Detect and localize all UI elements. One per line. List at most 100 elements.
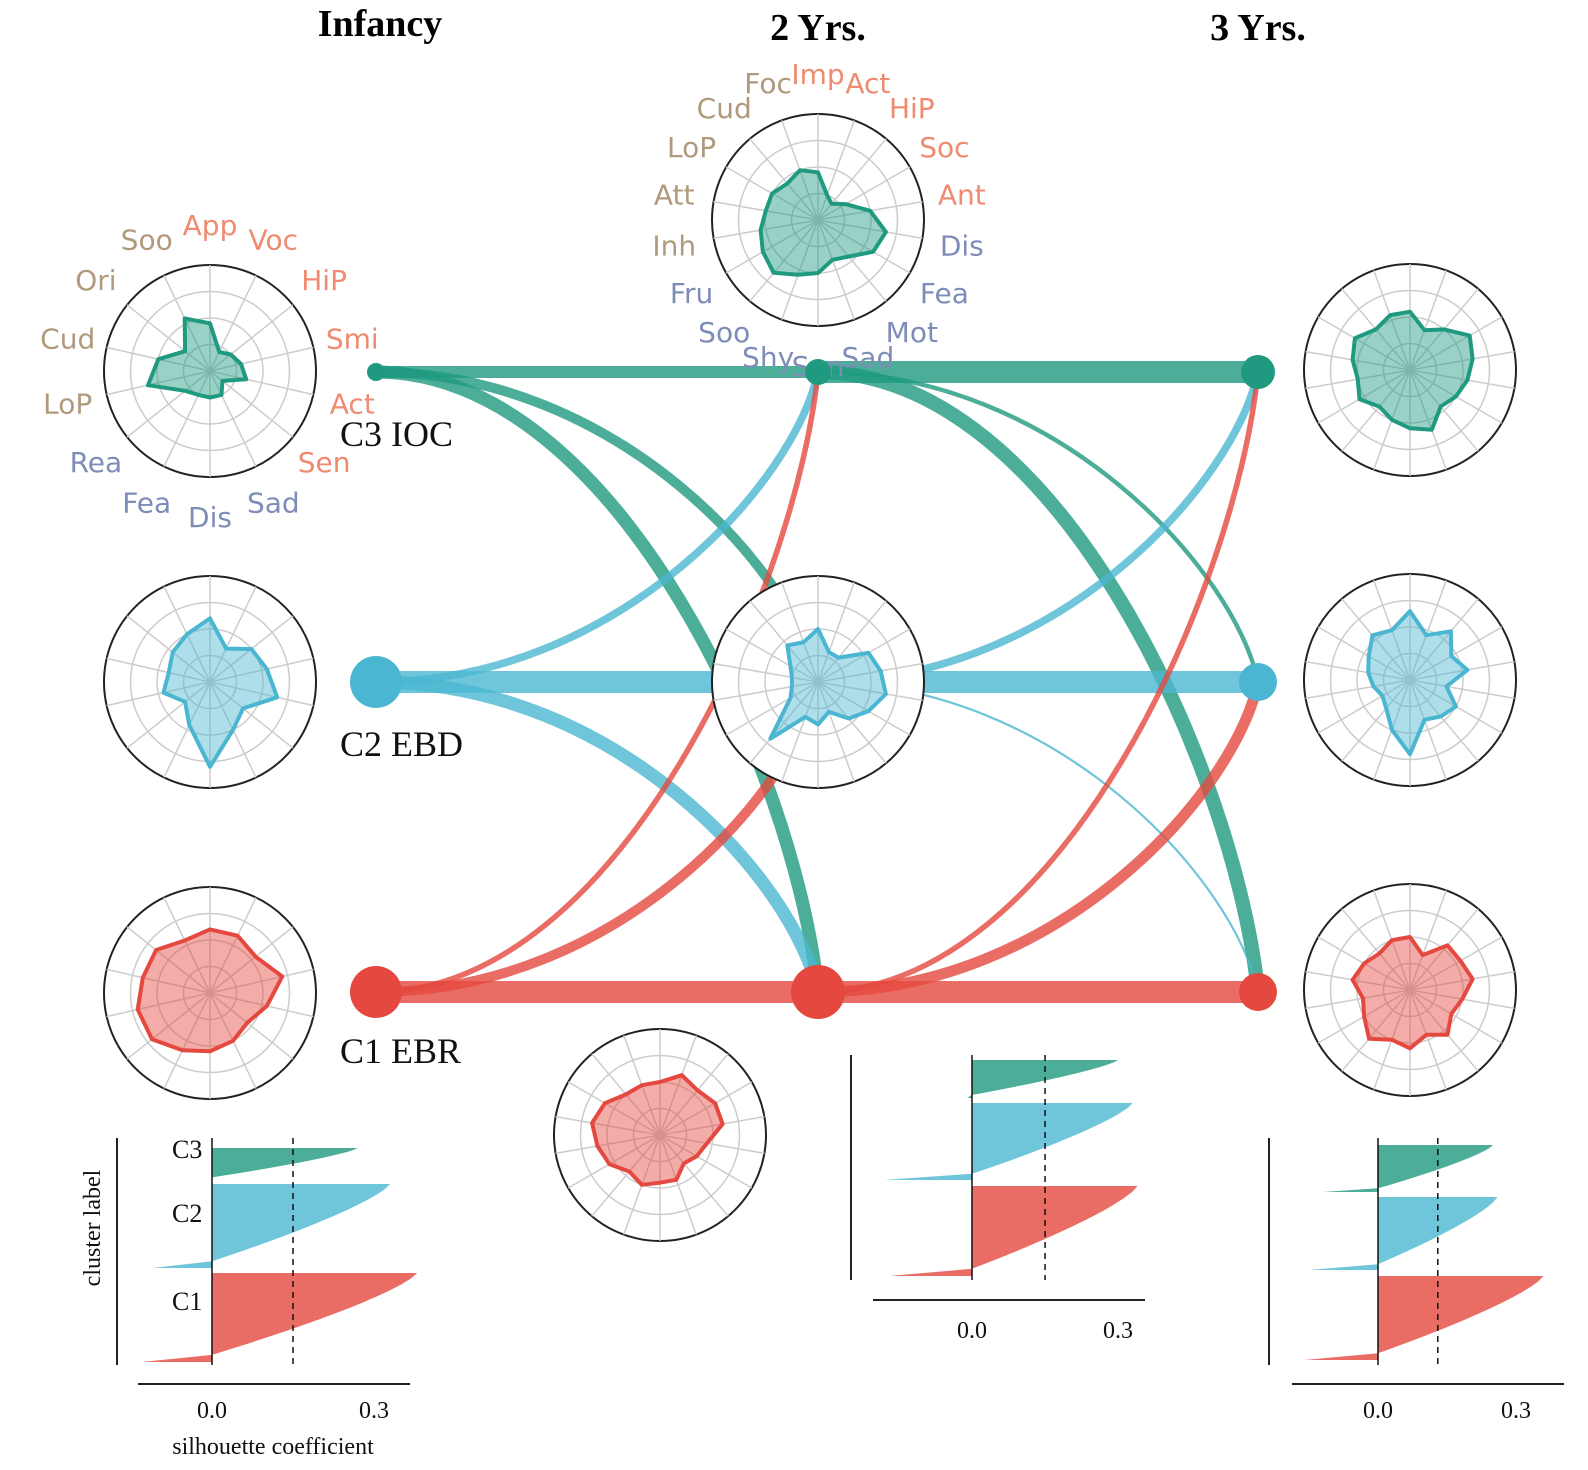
node-y2-C3 (805, 359, 831, 385)
node-y3-C2 (1239, 663, 1277, 701)
radar-infancy-c3-axis-label-cud: Cud (40, 323, 95, 356)
radar-y2-c3-axis-label-att: Att (654, 179, 695, 212)
silhouette-plots (116, 1055, 1564, 1385)
radar-y3-c3-spoke-15 (1317, 316, 1411, 371)
radar-y2-c3-axis-label-inh: Inh (652, 229, 696, 262)
radar-y2-c1-spoke-2 (659, 1053, 729, 1136)
radar-infancy-c3-axis-label-sen: Sen (298, 446, 351, 479)
radar-y3-c1-spoke-11 (1341, 989, 1411, 1072)
radar-y2-c1-spoke-13 (555, 1134, 661, 1155)
radar-y3-c2-spoke-5 (1409, 679, 1515, 700)
radar-y2-c3-axis-label-fea: Fea (920, 277, 969, 310)
radar-y3-c1-spoke-2 (1409, 908, 1479, 991)
radar-y3-c2-spoke-12 (1317, 679, 1411, 734)
radar-infancy-c3-spoke-8 (163, 370, 211, 467)
radar-infancy-c1-spoke-10 (106, 992, 211, 1018)
radar-y3-c3-spoke-5 (1409, 369, 1515, 390)
radar-infancy-c1-profile (135, 927, 285, 1054)
silhouette-y2 (850, 1055, 1145, 1301)
infancy-xtick-0: 0.0 (197, 1398, 227, 1424)
radar-y2-c3: ImpActHiPSocAntDisFeaMotSadSenShySooFruI… (652, 58, 985, 383)
radar-y2-c3-axis-label-soo: Soo (698, 316, 750, 349)
radar-y2-c3-axis-label-mot: Mot (886, 316, 938, 349)
radar-infancy-c3-axis-label-dis: Dis (188, 501, 232, 534)
radar-y2-c3-spoke-7 (817, 219, 887, 302)
radar-y2-c1-spoke-15 (567, 1081, 661, 1136)
radar-y2-c3-axis-label-act: Act (845, 67, 890, 100)
radar-infancy-c3-axis-label-sad: Sad (247, 487, 300, 520)
node-y3-C1 (1239, 973, 1277, 1011)
radar-y2-c1-spoke-6 (659, 1134, 753, 1189)
silhouette-y3 (1268, 1138, 1564, 1385)
y2-xtick-03: 0.3 (1103, 1318, 1133, 1344)
radar-infancy-c1-spoke-2 (209, 926, 294, 994)
radar-y3-c3-spoke-14 (1305, 350, 1411, 371)
radar-y2-c3-axis-label-hip: HiP (889, 92, 935, 125)
radar-charts: App VocHiPSmiActSenSadDisFeaReaLoPCudOriS… (40, 58, 1517, 1242)
radar-y2-c2-spoke-11 (749, 681, 819, 764)
link-y2-C3-to-y3-C2 (815, 369, 1261, 685)
radar-infancy-c2-spoke-9 (126, 681, 211, 749)
radar-y2-c1-spoke-7 (659, 1134, 729, 1217)
radar-y2-c1-spoke-11 (591, 1134, 661, 1217)
radar-infancy-c3-axis-label-voc: Voc (249, 224, 299, 257)
radar-y3-c2-spoke-4 (1409, 660, 1515, 681)
radar-y2-c2-spoke-4 (817, 662, 923, 683)
radar-y3-c2-spoke-7 (1409, 679, 1479, 762)
radar-infancy-c2-profile (161, 616, 280, 769)
column-title-3yrs: 3 Yrs. (1210, 7, 1306, 49)
link-infancy-C2-to-y2-C3 (372, 368, 822, 686)
radar-infancy-c1-spoke-3 (209, 968, 314, 994)
radar-infancy-c3-axis-label-fea: Fea (122, 487, 171, 520)
cluster-label-c1: C1 EBR (340, 1031, 461, 1071)
radar-y2-c3-spoke-12 (725, 219, 819, 274)
radar-y3-c2-spoke-8 (1409, 679, 1447, 780)
radar-y2-c2-spoke-2 (817, 600, 887, 683)
radar-y3-c3-spoke-8 (1409, 369, 1447, 470)
radar-y2-c2-spoke-15 (725, 628, 819, 683)
silhouette-ylabel: cluster label (80, 1169, 106, 1286)
radar-infancy-c3-axis-label-hip: HiP (301, 264, 347, 297)
radar-infancy-c3-spoke-13 (163, 275, 211, 372)
radar-y2-c3-spoke-6 (817, 219, 911, 274)
radar-infancy-c2-spoke-5 (209, 681, 294, 749)
radar-y2-c2-spoke-6 (817, 681, 911, 736)
radar-infancy-c2-spoke-12 (126, 615, 211, 683)
radar-y2-c2-profile (768, 627, 888, 741)
radar-y2-c3-axis-label-ant: Ant (938, 179, 986, 212)
column-title-2yrs: 2 Yrs. (770, 7, 866, 49)
radar-y3-c1-spoke-13 (1305, 989, 1411, 1010)
silhouette-infancy (116, 1138, 418, 1385)
radar-y2-c3-spoke-11 (749, 219, 819, 302)
radar-y3-c2-profile (1366, 609, 1470, 757)
radar-y2-c3-axis-label-lop: LoP (667, 131, 716, 164)
radar-infancy-c2-spoke-1 (209, 586, 257, 683)
radar-infancy-c3-spoke-1 (209, 275, 257, 372)
radar-y3-c2-spoke-16 (1341, 598, 1411, 681)
radar-y2-c3-axis-label-shy: Shy (742, 341, 794, 374)
radar-y2-c2-spoke-8 (817, 681, 855, 782)
radar-infancy-c1-spoke-1 (209, 897, 257, 994)
radar-y3-c2-spoke-13 (1305, 679, 1411, 700)
radar-y3-c2-spoke-1 (1409, 580, 1447, 681)
radar-y2-c2-spoke-17 (781, 582, 819, 683)
radar-y2-c1-spoke-4 (659, 1115, 765, 1136)
cluster-label-c3: C3 IOC (340, 414, 453, 454)
cluster-nodes (350, 355, 1277, 1019)
radar-y2-c2-spoke-16 (749, 600, 819, 683)
radar-y2-c3-axis-label-dis: Dis (940, 229, 984, 262)
radar-y3-c3-profile (1350, 309, 1475, 432)
radar-infancy-c3-spoke-2 (209, 304, 294, 372)
radar-y2-c2-spoke-13 (713, 681, 819, 702)
radar-y3-c1-spoke-14 (1305, 970, 1411, 991)
radar-y2-c2-spoke-7 (817, 681, 887, 764)
radar-y2-c3-spoke-13 (713, 219, 819, 240)
radar-infancy-c1-spoke-8 (163, 992, 211, 1089)
radar-y2-c2-spoke-10 (781, 681, 819, 782)
radar-y3-c3-spoke-17 (1373, 270, 1411, 371)
link-y2-C3-to-y3-C1 (810, 364, 1266, 1000)
radar-y2-c2-spoke-5 (817, 681, 923, 702)
radar-infancy-c3-axis-label-ori: Ori (75, 264, 116, 297)
radar-y3-c1-profile (1350, 935, 1475, 1051)
radar-y2-c1-spoke-3 (659, 1081, 753, 1136)
